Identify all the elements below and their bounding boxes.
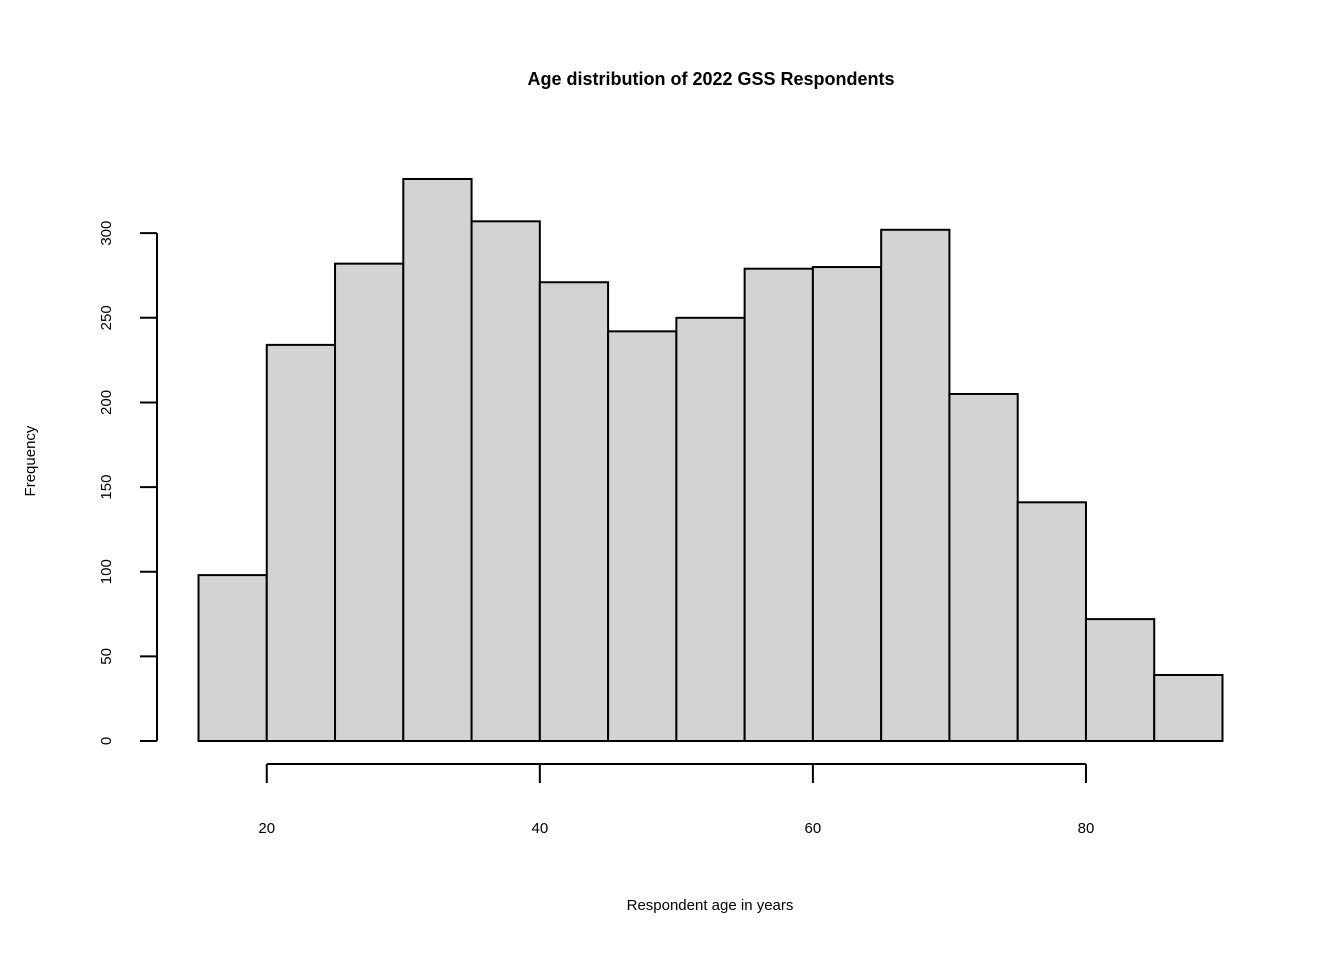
y-tick-label-150: 150 <box>98 475 115 500</box>
x-axis-label: Respondent age in years <box>627 897 794 914</box>
y-tick-label-300: 300 <box>98 221 115 246</box>
y-tick-label-100: 100 <box>98 559 115 584</box>
x-tick-label-60: 60 <box>805 820 822 837</box>
histogram-bar-75-80 <box>1016 501 1087 742</box>
histogram-bar-80-85 <box>1084 618 1156 742</box>
histogram-bar-55-60 <box>743 267 814 742</box>
y-axis-label: Frequency <box>22 425 39 496</box>
chart-title: Age distribution of 2022 GSS Respondents <box>527 69 894 89</box>
x-tick-label-20: 20 <box>258 820 275 837</box>
histogram-bar-20-25 <box>265 343 337 742</box>
histogram-bar-65-70 <box>880 228 951 742</box>
x-tick-label-40: 40 <box>531 820 548 837</box>
histogram-bar-70-75 <box>948 392 1019 742</box>
y-axis: 0 50 100 150 200 250 300 <box>98 221 158 745</box>
y-tick-label-0: 0 <box>98 737 115 745</box>
y-tick-label-200: 200 <box>98 390 115 415</box>
histogram-bar-85-90 <box>1153 673 1224 743</box>
histogram-bar-60-65 <box>811 266 883 742</box>
histogram-bar-25-30 <box>334 262 405 742</box>
y-tick-label-50: 50 <box>98 648 115 665</box>
histogram-bar-40-45 <box>538 281 610 742</box>
histogram-bar-35-40 <box>470 220 541 742</box>
histogram-bar-30-35 <box>402 178 473 742</box>
histogram-bar-45-50 <box>607 330 678 742</box>
histogram-bar-50-55 <box>675 316 746 742</box>
y-tick-label-250: 250 <box>98 305 115 330</box>
x-tick-label-80: 80 <box>1078 820 1095 837</box>
histogram-bar-15-20 <box>197 574 268 743</box>
bars-group <box>197 178 1224 743</box>
x-axis: 20 40 60 80 <box>258 763 1095 837</box>
